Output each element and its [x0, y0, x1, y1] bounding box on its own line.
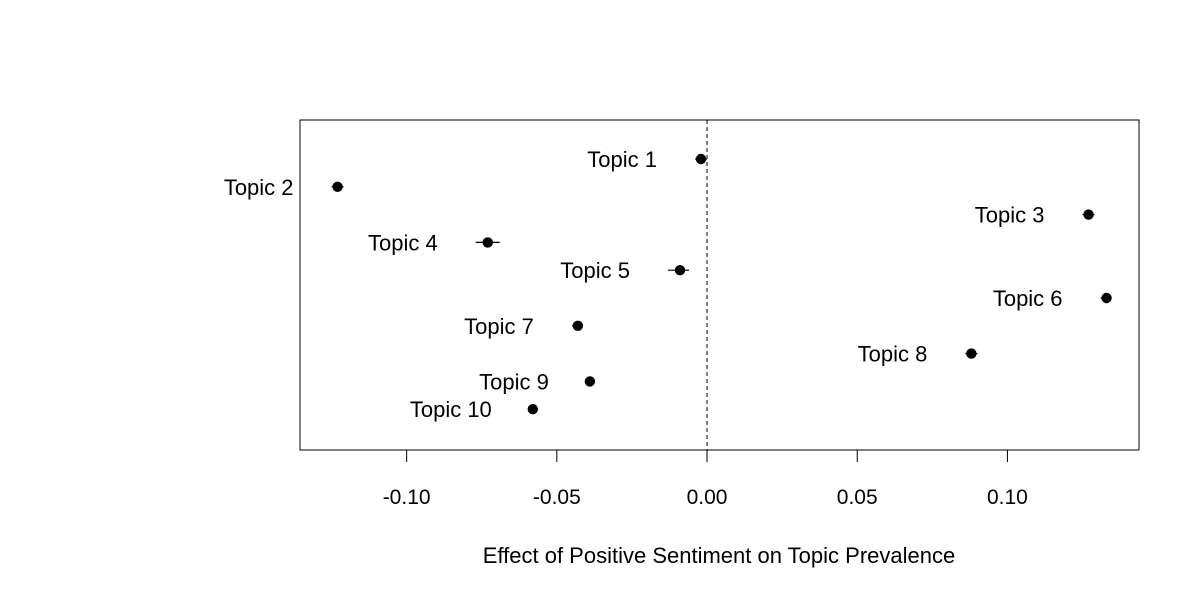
topic-label: Topic 4: [368, 230, 438, 255]
topic-point: [332, 181, 343, 192]
topic-label: Topic 8: [858, 342, 928, 367]
topic-point-group: Topic 9: [479, 369, 596, 394]
x-tick-label: -0.05: [533, 486, 581, 509]
x-tick-label: 0.00: [687, 486, 728, 509]
topic-label: Topic 7: [464, 314, 534, 339]
points-layer: Topic 1 Topic 2 Topic 3 Topic 4 Topic 5 Topic…: [224, 147, 1112, 422]
topic-label: Topic 1: [587, 147, 657, 172]
topic-label: Topic 5: [560, 258, 630, 283]
topic-point: [572, 320, 584, 331]
topic-label: Topic 6: [993, 286, 1063, 311]
topic-label: Topic 10: [410, 397, 492, 422]
topic-point-group: Topic 8: [858, 342, 978, 367]
topic-label: Topic 2: [224, 175, 294, 200]
x-axis-label: Effect of Positive Sentiment on Topic Pr…: [483, 543, 955, 568]
topic-point-group: Topic 10: [410, 397, 539, 422]
topic-point: [584, 376, 596, 387]
topic-point-group: Topic 4: [368, 230, 500, 255]
topic-point-group: Topic 2: [224, 175, 344, 200]
x-tick-label: 0.05: [837, 486, 878, 509]
topic-point: [1083, 209, 1094, 220]
topic-point-group: Topic 7: [464, 314, 584, 339]
topic-point-group: Topic 3: [975, 203, 1095, 228]
x-axis: -0.10 -0.05 0.00 0.05 0.10: [383, 449, 1028, 509]
topic-point-group: Topic 5: [560, 258, 690, 283]
x-tick-label: -0.10: [383, 486, 431, 509]
topic-label: Topic 3: [975, 203, 1045, 228]
topic-label: Topic 9: [479, 369, 549, 394]
topic-point: [527, 404, 539, 415]
topic-point: [695, 153, 707, 165]
topic-point: [1101, 292, 1112, 304]
x-tick-label: 0.10: [987, 486, 1028, 509]
topic-point: [966, 348, 977, 359]
topic-point-group: Topic 1: [587, 147, 708, 172]
topic-point: [674, 265, 686, 276]
topic-point-group: Topic 6: [993, 286, 1112, 311]
topic-point: [482, 237, 493, 248]
